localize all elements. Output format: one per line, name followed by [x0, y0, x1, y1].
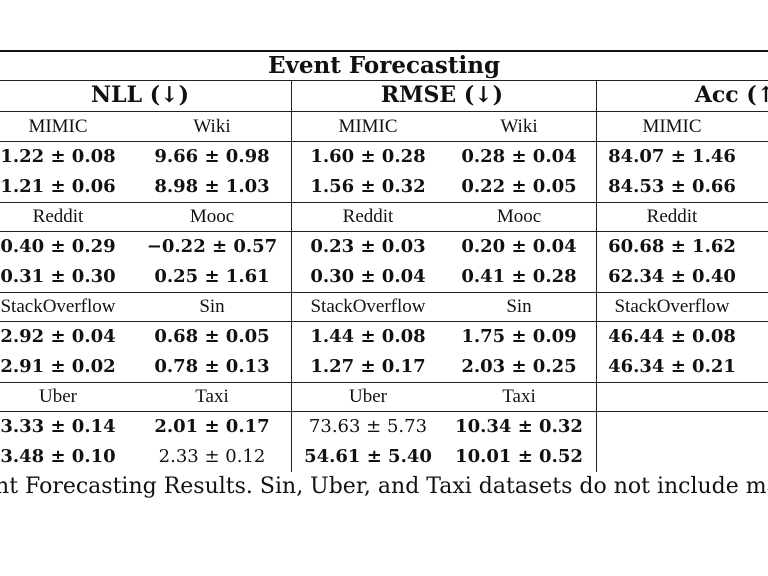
table-cell: 1.22 ± 0.08	[0, 146, 116, 167]
table-cell: 84.07 ± 1.46	[608, 146, 736, 167]
table-cell: 2	[705, 142, 768, 172]
row-rule	[0, 321, 768, 322]
dataset-label: Mooc	[496, 206, 542, 227]
table-cell: 62.34 ± 0.40	[608, 266, 736, 287]
dataset-label: Reddit	[342, 206, 394, 227]
row-rule	[0, 231, 768, 232]
dataset-label: Mooc	[189, 206, 235, 227]
table-cell: 2.91 ± 0.02	[0, 356, 116, 377]
dataset-label: StackOverflow	[0, 296, 116, 317]
table-cell: 0.22 ± 0.05	[461, 176, 577, 197]
table-cell: 46.44 ± 0.08	[608, 326, 736, 347]
table-cell: 2.03 ± 0.25	[461, 356, 577, 377]
table-cell: 0.31 ± 0.30	[0, 266, 116, 287]
table-cell: 1.44 ± 0.08	[310, 326, 426, 347]
dataset-label: MIMIC	[338, 116, 398, 137]
dataset-label: Uber	[39, 386, 77, 407]
table-cell: 10.01 ± 0.52	[455, 446, 583, 467]
title-rule	[0, 80, 768, 81]
dataset-label: Reddit	[646, 206, 698, 227]
table-cell: 0.78 ± 0.13	[154, 356, 270, 377]
table-cell: 2	[705, 172, 768, 202]
table-cell: 0.40 ± 0.29	[0, 236, 116, 257]
table-caption: ent Forecasting Results. Sin, Uber, and …	[0, 474, 768, 499]
dataset-label: MIMIC	[642, 116, 702, 137]
table-cell: 3.33 ± 0.14	[0, 416, 116, 437]
column-divider	[291, 80, 292, 472]
table-cell: 46.34 ± 0.21	[608, 356, 736, 377]
table-cell: 0.28 ± 0.04	[461, 146, 577, 167]
table-cell: 10.34 ± 0.32	[455, 416, 583, 437]
table-cell: 0.23 ± 0.03	[310, 236, 426, 257]
table-cell: −0.22 ± 0.57	[146, 236, 278, 257]
table-cell: 9.66 ± 0.98	[154, 146, 270, 167]
dataset-label: StackOverflow	[310, 296, 426, 317]
table-cell: 0.68 ± 0.05	[154, 326, 270, 347]
table-cell: 1.27 ± 0.17	[310, 356, 426, 377]
table-cell: 54.61 ± 5.40	[304, 446, 432, 467]
top-rule	[0, 50, 768, 52]
table-cell: 0.20 ± 0.04	[461, 236, 577, 257]
table-cell: 2.33 ± 0.12	[158, 446, 266, 467]
row-rule	[0, 202, 768, 203]
metric-header: Acc (↑	[694, 82, 768, 108]
dataset-label: StackOverflow	[614, 296, 730, 317]
dataset-label: Uber	[349, 386, 387, 407]
row-rule	[0, 382, 768, 383]
metric-header: RMSE (↓)	[380, 82, 504, 108]
table-cell: 3	[705, 262, 768, 292]
table-cell: 3.48 ± 0.10	[0, 446, 116, 467]
table-cell: 0.41 ± 0.28	[461, 266, 577, 287]
dataset-label: Sin	[199, 296, 225, 317]
table-cell: 1.60 ± 0.28	[310, 146, 426, 167]
dataset-label: MIMIC	[28, 116, 88, 137]
row-rule	[0, 111, 768, 112]
metric-header: NLL (↓)	[91, 82, 189, 108]
table-cell: 1.75 ± 0.09	[461, 326, 577, 347]
dataset-label: Reddit	[32, 206, 84, 227]
table-cell: 73.63 ± 5.73	[308, 416, 428, 437]
table-cell: 60.68 ± 1.62	[608, 236, 736, 257]
table-cell: 8.98 ± 1.03	[154, 176, 270, 197]
dataset-label: Taxi	[502, 386, 536, 407]
row-rule	[0, 411, 768, 412]
table-cell: 2.92 ± 0.04	[0, 326, 116, 347]
table-cell: 1.21 ± 0.06	[0, 176, 116, 197]
table-cell: 2.01 ± 0.17	[154, 416, 270, 437]
table-title: Event Forecasting	[267, 52, 501, 79]
row-rule	[0, 292, 768, 293]
column-divider	[596, 80, 597, 472]
table-cell: 0.25 ± 1.61	[154, 266, 270, 287]
table-cell: 84.53 ± 0.66	[608, 176, 736, 197]
dataset-label: Taxi	[195, 386, 229, 407]
dataset-label: Wiki	[193, 116, 231, 137]
table-cell: 0.30 ± 0.04	[310, 266, 426, 287]
row-rule	[0, 141, 768, 142]
dataset-label: Wiki	[500, 116, 538, 137]
table-cell: 1.56 ± 0.32	[310, 176, 426, 197]
dataset-label: Sin	[506, 296, 532, 317]
table-cell: 3	[705, 232, 768, 262]
